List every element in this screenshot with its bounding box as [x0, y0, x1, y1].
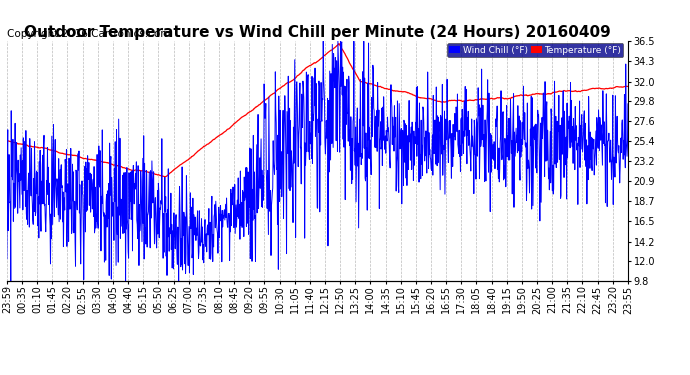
Title: Outdoor Temperature vs Wind Chill per Minute (24 Hours) 20160409: Outdoor Temperature vs Wind Chill per Mi… — [24, 25, 611, 40]
Legend: Wind Chill (°F), Temperature (°F): Wind Chill (°F), Temperature (°F) — [447, 44, 623, 57]
Text: Copyright 2016 Cartronics.com: Copyright 2016 Cartronics.com — [7, 29, 170, 39]
